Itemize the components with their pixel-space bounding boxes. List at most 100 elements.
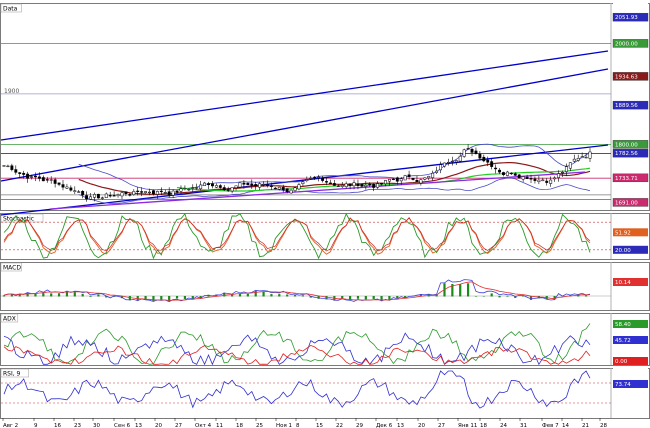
candle-body: [226, 189, 230, 191]
macd-bar: [348, 296, 352, 301]
price-badge: [612, 198, 649, 207]
price-badge: [612, 140, 649, 149]
macd-bar: [262, 291, 265, 297]
candle-body: [230, 187, 234, 192]
candle-body: [262, 183, 266, 186]
macd-bar: [144, 296, 147, 300]
candle-body: [549, 179, 553, 184]
candle-body: [85, 195, 89, 200]
candle-body: [541, 179, 545, 182]
adx-scale-badge: [613, 336, 648, 344]
macd-bar: [419, 294, 422, 297]
candle-body: [407, 174, 411, 177]
candle-body: [521, 176, 525, 180]
adx-scale-badge: [613, 344, 648, 352]
candle-body: [478, 153, 482, 159]
candle-body: [210, 183, 214, 187]
channel-lower-line: [0, 144, 609, 216]
macd-bar: [246, 293, 249, 297]
x-axis-label: 20: [418, 423, 425, 428]
candle-body: [124, 191, 128, 194]
x-axis-label: Янв 11: [458, 423, 477, 428]
candle-body: [159, 190, 163, 193]
candle-body: [65, 186, 69, 189]
ma-green-line: [176, 167, 591, 192]
panel-frame-rsi: [0, 368, 650, 419]
x-axis-label: 25: [256, 423, 263, 428]
candle-body: [120, 192, 124, 197]
macd-panel-content: 50.00 10.14 0.00 -25.00: [1, 267, 648, 309]
macd-bar: [341, 296, 344, 299]
panel-title-adx: ADX: [3, 316, 16, 323]
candle-body: [73, 190, 77, 192]
candle-body: [380, 182, 384, 185]
candle-body: [564, 166, 568, 172]
x-axis-label: 11: [216, 423, 223, 428]
macd-bar: [42, 293, 45, 297]
ma-purple-line: [49, 171, 586, 210]
macd-bar: [270, 294, 273, 297]
candle-body: [100, 197, 104, 199]
candle-body: [266, 184, 269, 186]
candle-body: [175, 190, 179, 193]
price-badge-label: 2073.89: [615, 2, 638, 8]
macd-bar: [18, 294, 21, 297]
candle-body: [293, 187, 297, 191]
candle-body: [41, 177, 45, 182]
macd-bar: [404, 296, 407, 298]
stochastic-panel-content: 80.00 51.92 20.00: [1, 212, 648, 260]
candle-body: [364, 184, 368, 187]
candle-body: [305, 179, 309, 181]
x-axis-label: 18: [236, 423, 243, 428]
candle-body: [116, 194, 120, 197]
macd-bar: [97, 294, 100, 297]
rsi-scale-label: 10.00: [615, 410, 631, 416]
panel-frame-macd: [0, 262, 650, 311]
candle-body: [509, 172, 513, 175]
candle-body: [2, 165, 6, 167]
candle-body: [148, 191, 151, 194]
candle-body: [81, 190, 85, 196]
channel-upper-line: [0, 50, 609, 141]
adx-minus-di-line: [3, 344, 591, 365]
x-axis-label: 21: [582, 423, 589, 428]
macd-bar: [89, 296, 92, 297]
candle-body: [391, 178, 395, 180]
adx-line: [3, 323, 591, 365]
x-axis-label: 27: [438, 423, 445, 428]
macd-bar: [388, 296, 391, 300]
macd-bar: [2, 295, 6, 297]
x-axis-label: 20: [155, 423, 162, 428]
candle-body: [387, 179, 391, 182]
x-axis-label: 16: [54, 423, 61, 428]
candle-body: [376, 183, 380, 188]
candle-body: [443, 162, 446, 167]
candle-body: [513, 173, 517, 176]
x-axis-label: 29: [356, 423, 363, 428]
price-badge: [613, 89, 648, 98]
macd-bar: [34, 293, 37, 297]
candle-body: [462, 149, 466, 157]
macd-bar: [191, 296, 194, 299]
macd-signal-line: [3, 281, 591, 301]
candle-body: [258, 183, 262, 188]
macd-bar: [128, 296, 131, 301]
rsi-scale-label: 90.00: [615, 370, 631, 376]
x-axis-label: 18: [480, 423, 487, 428]
macd-bar: [199, 296, 202, 298]
candle-body: [167, 191, 171, 195]
candle-body: [580, 156, 584, 158]
macd-bar: [293, 294, 297, 297]
candle-body: [533, 178, 537, 181]
rsi-scale-badge: [613, 380, 648, 388]
macd-bar: [50, 293, 53, 297]
x-axis-label: 13: [397, 423, 404, 428]
panel-title-rsi: RSI, 9: [3, 371, 21, 378]
macd-bar: [105, 296, 108, 298]
candle-body: [439, 164, 443, 171]
candle-body: [348, 183, 352, 186]
candle-body: [435, 170, 439, 173]
candle-body: [214, 185, 218, 188]
panel-title-stochastic: Stochastic: [3, 216, 34, 223]
